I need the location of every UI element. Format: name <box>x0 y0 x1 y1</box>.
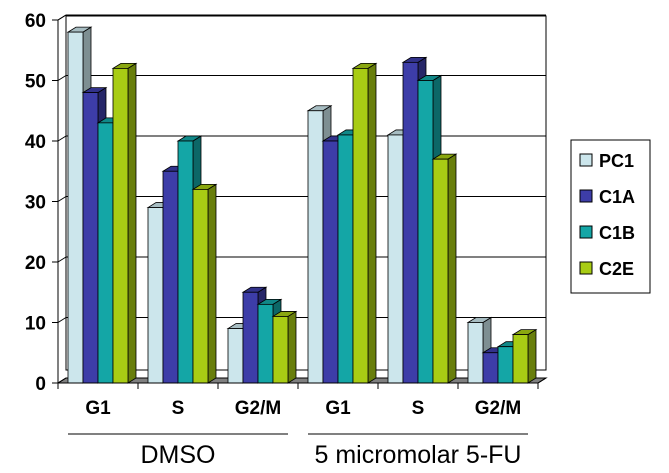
bar-front <box>512 334 529 384</box>
bar-front <box>97 122 114 384</box>
bar-front <box>497 346 514 384</box>
group-label: DMSO <box>141 441 216 469</box>
y-tick-diagonal <box>57 196 67 202</box>
y-tick-label: 50 <box>25 72 46 93</box>
legend-swatch <box>579 189 593 203</box>
bar-front <box>417 80 434 384</box>
y-tick-label: 20 <box>25 253 46 274</box>
x-tick-label: G1 <box>325 398 351 419</box>
legend-label: C1A <box>599 187 635 207</box>
bar-side <box>367 62 377 384</box>
plot-background <box>65 15 547 371</box>
legend-label: C2E <box>599 259 634 279</box>
bar-side <box>127 62 137 384</box>
y-tick-diagonal <box>57 135 67 142</box>
bars-layer <box>66 26 538 384</box>
y-tick-label: 0 <box>35 374 46 395</box>
x-axis: G1 S G2/M G1 S G2/M DMSO 5 micromolar 5-FU <box>57 377 547 469</box>
x-axis-end-diagonal <box>537 377 547 384</box>
legend-swatch <box>579 225 593 239</box>
bar-front <box>162 170 179 384</box>
bar-front <box>67 31 84 384</box>
bar-c2e-5 <box>511 328 538 384</box>
y-tick-label: 40 <box>25 132 46 153</box>
bar-front <box>307 110 324 384</box>
bar-side <box>287 310 297 384</box>
bar-front <box>227 328 244 384</box>
legend-label: C1B <box>599 223 635 243</box>
bar-side <box>447 153 457 384</box>
bar-front <box>322 140 339 384</box>
y-axis-top-diagonal <box>57 14 67 21</box>
legend-swatch <box>579 153 593 167</box>
y-tick-diagonal <box>57 317 67 323</box>
legend-label: PC1 <box>599 151 634 171</box>
x-tick-label: G2/M <box>475 398 521 419</box>
bar-front <box>337 134 354 384</box>
bar-front <box>272 316 289 384</box>
bar-front <box>402 61 419 384</box>
bar-side <box>207 183 217 384</box>
bar-front <box>147 207 164 384</box>
y-tick-diagonal <box>57 256 67 263</box>
x-tick-label: G1 <box>85 398 111 419</box>
y-tick-label: 10 <box>25 314 46 335</box>
bar-front <box>177 140 194 384</box>
bar-c2e-0 <box>111 62 138 384</box>
y-tick-diagonal <box>57 377 67 384</box>
x-tick-label: S <box>172 398 185 419</box>
bar-c2e-4 <box>431 153 458 384</box>
bar-front <box>82 92 99 384</box>
bar-front <box>482 352 499 384</box>
group-label: 5 micromolar 5-FU <box>315 441 522 469</box>
bar-front <box>352 68 369 384</box>
bar-front <box>242 291 259 384</box>
y-tick-label: 30 <box>25 193 46 214</box>
bar-front <box>192 188 209 384</box>
legend-swatch <box>579 261 593 275</box>
bar-c2e-1 <box>191 183 218 384</box>
bar-front <box>467 322 484 384</box>
bar-front <box>387 134 404 384</box>
y-tick-diagonal <box>57 75 67 81</box>
y-axis: 0 10 20 30 40 50 60 <box>25 11 67 395</box>
bar-front <box>257 303 274 384</box>
bar-c2e-2 <box>271 310 298 384</box>
bar-front <box>112 68 129 384</box>
bar-c2e-3 <box>351 62 378 384</box>
x-tick-label: G2/M <box>235 398 281 419</box>
bar-side <box>527 328 537 384</box>
y-tick-label: 60 <box>25 11 46 32</box>
x-tick-label: S <box>412 398 425 419</box>
legend: PC1 C1A C1B C2E <box>570 139 651 294</box>
gridlines <box>66 14 546 318</box>
bar-front <box>432 158 449 384</box>
